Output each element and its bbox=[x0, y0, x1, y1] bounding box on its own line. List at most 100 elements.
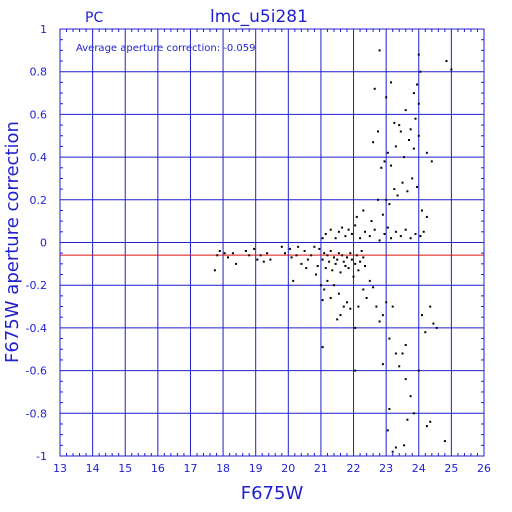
data-point bbox=[417, 53, 420, 56]
data-point bbox=[324, 267, 327, 270]
x-axis-label: F675W bbox=[241, 483, 304, 504]
data-point bbox=[295, 254, 298, 257]
data-point bbox=[399, 130, 402, 133]
data-point bbox=[388, 408, 391, 410]
data-point bbox=[422, 230, 425, 233]
data-point bbox=[347, 267, 350, 270]
data-point bbox=[372, 286, 375, 289]
data-point bbox=[429, 420, 432, 423]
data-point bbox=[425, 425, 428, 428]
data-point bbox=[359, 260, 362, 263]
data-point bbox=[329, 228, 332, 231]
data-point bbox=[414, 117, 417, 120]
data-point bbox=[284, 252, 286, 255]
data-point bbox=[450, 68, 453, 71]
average-correction-annotation: Average aperture correction: -0.059 bbox=[76, 43, 256, 54]
data-point bbox=[256, 258, 259, 261]
data-point bbox=[432, 322, 435, 325]
data-point bbox=[414, 233, 417, 235]
data-point bbox=[360, 250, 363, 252]
data-point bbox=[412, 92, 415, 95]
data-point bbox=[248, 254, 251, 257]
y-tick-label: 0.6 bbox=[30, 108, 48, 121]
data-point bbox=[266, 252, 269, 255]
y-tick-label: -0.2 bbox=[26, 279, 47, 292]
data-point bbox=[378, 320, 381, 323]
data-point bbox=[259, 254, 262, 257]
data-point bbox=[341, 226, 344, 229]
data-point bbox=[417, 134, 420, 137]
data-point bbox=[333, 256, 335, 259]
data-point bbox=[377, 130, 379, 133]
data-point bbox=[352, 275, 355, 278]
data-point bbox=[321, 346, 324, 349]
data-point bbox=[383, 233, 386, 235]
data-point bbox=[346, 301, 348, 304]
data-point bbox=[406, 190, 409, 193]
data-point bbox=[368, 279, 371, 282]
data-point bbox=[315, 273, 317, 276]
data-point bbox=[385, 96, 388, 99]
data-point bbox=[319, 284, 322, 287]
data-point bbox=[368, 235, 371, 238]
x-tick-label: 15 bbox=[118, 462, 132, 475]
data-point bbox=[412, 147, 415, 150]
data-points bbox=[213, 49, 453, 453]
y-tick-label: 0.4 bbox=[30, 151, 48, 164]
data-point bbox=[394, 145, 397, 148]
data-point bbox=[354, 326, 357, 329]
data-point bbox=[390, 81, 392, 84]
data-point bbox=[349, 307, 352, 310]
data-point bbox=[318, 247, 321, 250]
data-point bbox=[355, 215, 358, 218]
data-point bbox=[445, 60, 448, 62]
data-point bbox=[350, 233, 353, 235]
data-point bbox=[341, 254, 344, 257]
data-point bbox=[435, 326, 438, 329]
y-tick-label: 0.2 bbox=[30, 194, 48, 207]
data-point bbox=[404, 228, 407, 231]
y-tick-label: -0.6 bbox=[26, 365, 47, 378]
data-point bbox=[321, 237, 324, 240]
data-point bbox=[394, 230, 397, 233]
data-point bbox=[391, 450, 394, 453]
data-point bbox=[364, 265, 366, 267]
data-point bbox=[334, 237, 337, 240]
data-point bbox=[344, 235, 347, 238]
data-point bbox=[331, 269, 334, 272]
data-point bbox=[394, 446, 397, 449]
data-point bbox=[354, 224, 357, 227]
data-point bbox=[430, 160, 433, 163]
y-tick-label: 1 bbox=[40, 23, 47, 36]
data-point bbox=[253, 247, 256, 250]
data-point bbox=[354, 369, 357, 372]
data-point bbox=[417, 369, 420, 372]
data-point bbox=[416, 83, 419, 86]
data-point bbox=[350, 258, 353, 261]
data-point bbox=[244, 250, 247, 252]
data-point bbox=[362, 256, 365, 259]
data-point bbox=[300, 262, 303, 265]
data-point bbox=[313, 245, 316, 248]
y-tick-label: -0.4 bbox=[26, 322, 47, 335]
data-point bbox=[316, 265, 319, 267]
data-point bbox=[378, 239, 381, 242]
y-axis-label: F675W aperture correction bbox=[2, 121, 23, 363]
y-tick-label: -0.8 bbox=[26, 407, 47, 420]
x-tick-label: 14 bbox=[86, 462, 100, 475]
data-point bbox=[336, 318, 339, 321]
data-point bbox=[310, 254, 313, 257]
tick-labels: 13 14 15 16 17 18 19 20 21 22 23 24 25 26 1 0.8 0.6 0.4 0.… bbox=[26, 23, 491, 475]
data-point bbox=[383, 160, 386, 163]
data-point bbox=[349, 252, 352, 255]
data-point bbox=[321, 299, 324, 302]
data-point bbox=[292, 279, 295, 282]
data-point bbox=[393, 121, 396, 124]
data-point bbox=[403, 156, 406, 159]
data-point bbox=[378, 49, 381, 52]
detector-label: PC bbox=[85, 10, 103, 26]
data-point bbox=[381, 213, 384, 216]
data-point bbox=[323, 288, 326, 291]
x-tick-label: 20 bbox=[281, 462, 295, 475]
data-point bbox=[375, 305, 378, 308]
